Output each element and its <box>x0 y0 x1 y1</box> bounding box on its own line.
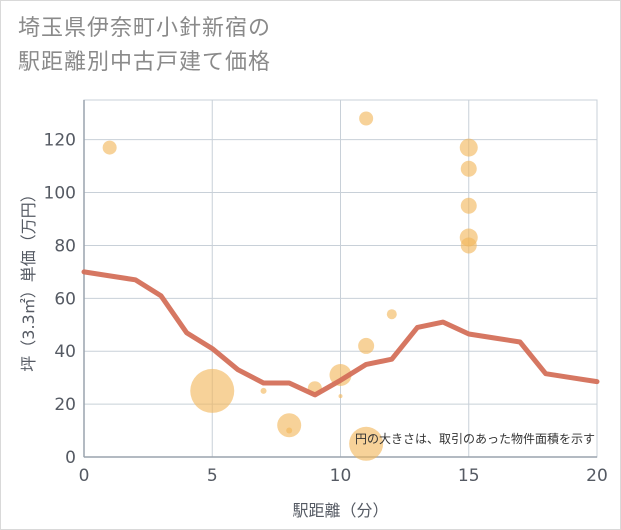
data-bubble <box>358 337 375 354</box>
size-note: 円の大きさは、取引のあった物件面積を示す <box>355 431 595 446</box>
data-bubble <box>460 197 477 214</box>
x-axis-title: 駅距離（分） <box>292 501 388 520</box>
data-bubble <box>329 364 352 387</box>
title-line-2: 駅距離別中古戸建て価格 <box>18 50 272 75</box>
x-tick-label: 5 <box>207 466 218 486</box>
data-bubble <box>102 140 117 155</box>
y-tick-label: 120 <box>44 131 76 151</box>
data-bubble <box>277 413 302 438</box>
title-line-1: 埼玉県伊奈町小針新宿の <box>18 16 272 41</box>
chart-title: 埼玉県伊奈町小針新宿の 駅距離別中古戸建て価格 <box>18 12 271 80</box>
y-tick-label: 80 <box>54 236 76 256</box>
data-bubble <box>338 394 343 399</box>
y-tick-label: 40 <box>54 342 76 362</box>
data-bubble <box>459 138 478 157</box>
x-tick-label: 0 <box>79 466 90 486</box>
x-tick-label: 10 <box>330 466 352 486</box>
data-bubble <box>349 426 384 461</box>
y-tick-label: 60 <box>54 289 76 309</box>
data-bubble <box>460 237 477 254</box>
x-tick-label: 20 <box>586 466 608 486</box>
data-bubble <box>260 387 267 394</box>
average-price-line <box>81 269 600 398</box>
data-bubble <box>359 111 374 126</box>
data-bubble <box>286 427 293 434</box>
data-bubble <box>386 309 397 320</box>
y-tick-label: 0 <box>65 448 76 468</box>
y-tick-label: 20 <box>54 395 76 415</box>
y-tick-label: 100 <box>44 184 76 204</box>
x-tick-label: 15 <box>458 466 480 486</box>
y-axis-title: 坪（3.3㎡）単価（万円） <box>19 186 38 371</box>
data-bubble <box>460 160 477 177</box>
data-bubble <box>190 368 235 413</box>
